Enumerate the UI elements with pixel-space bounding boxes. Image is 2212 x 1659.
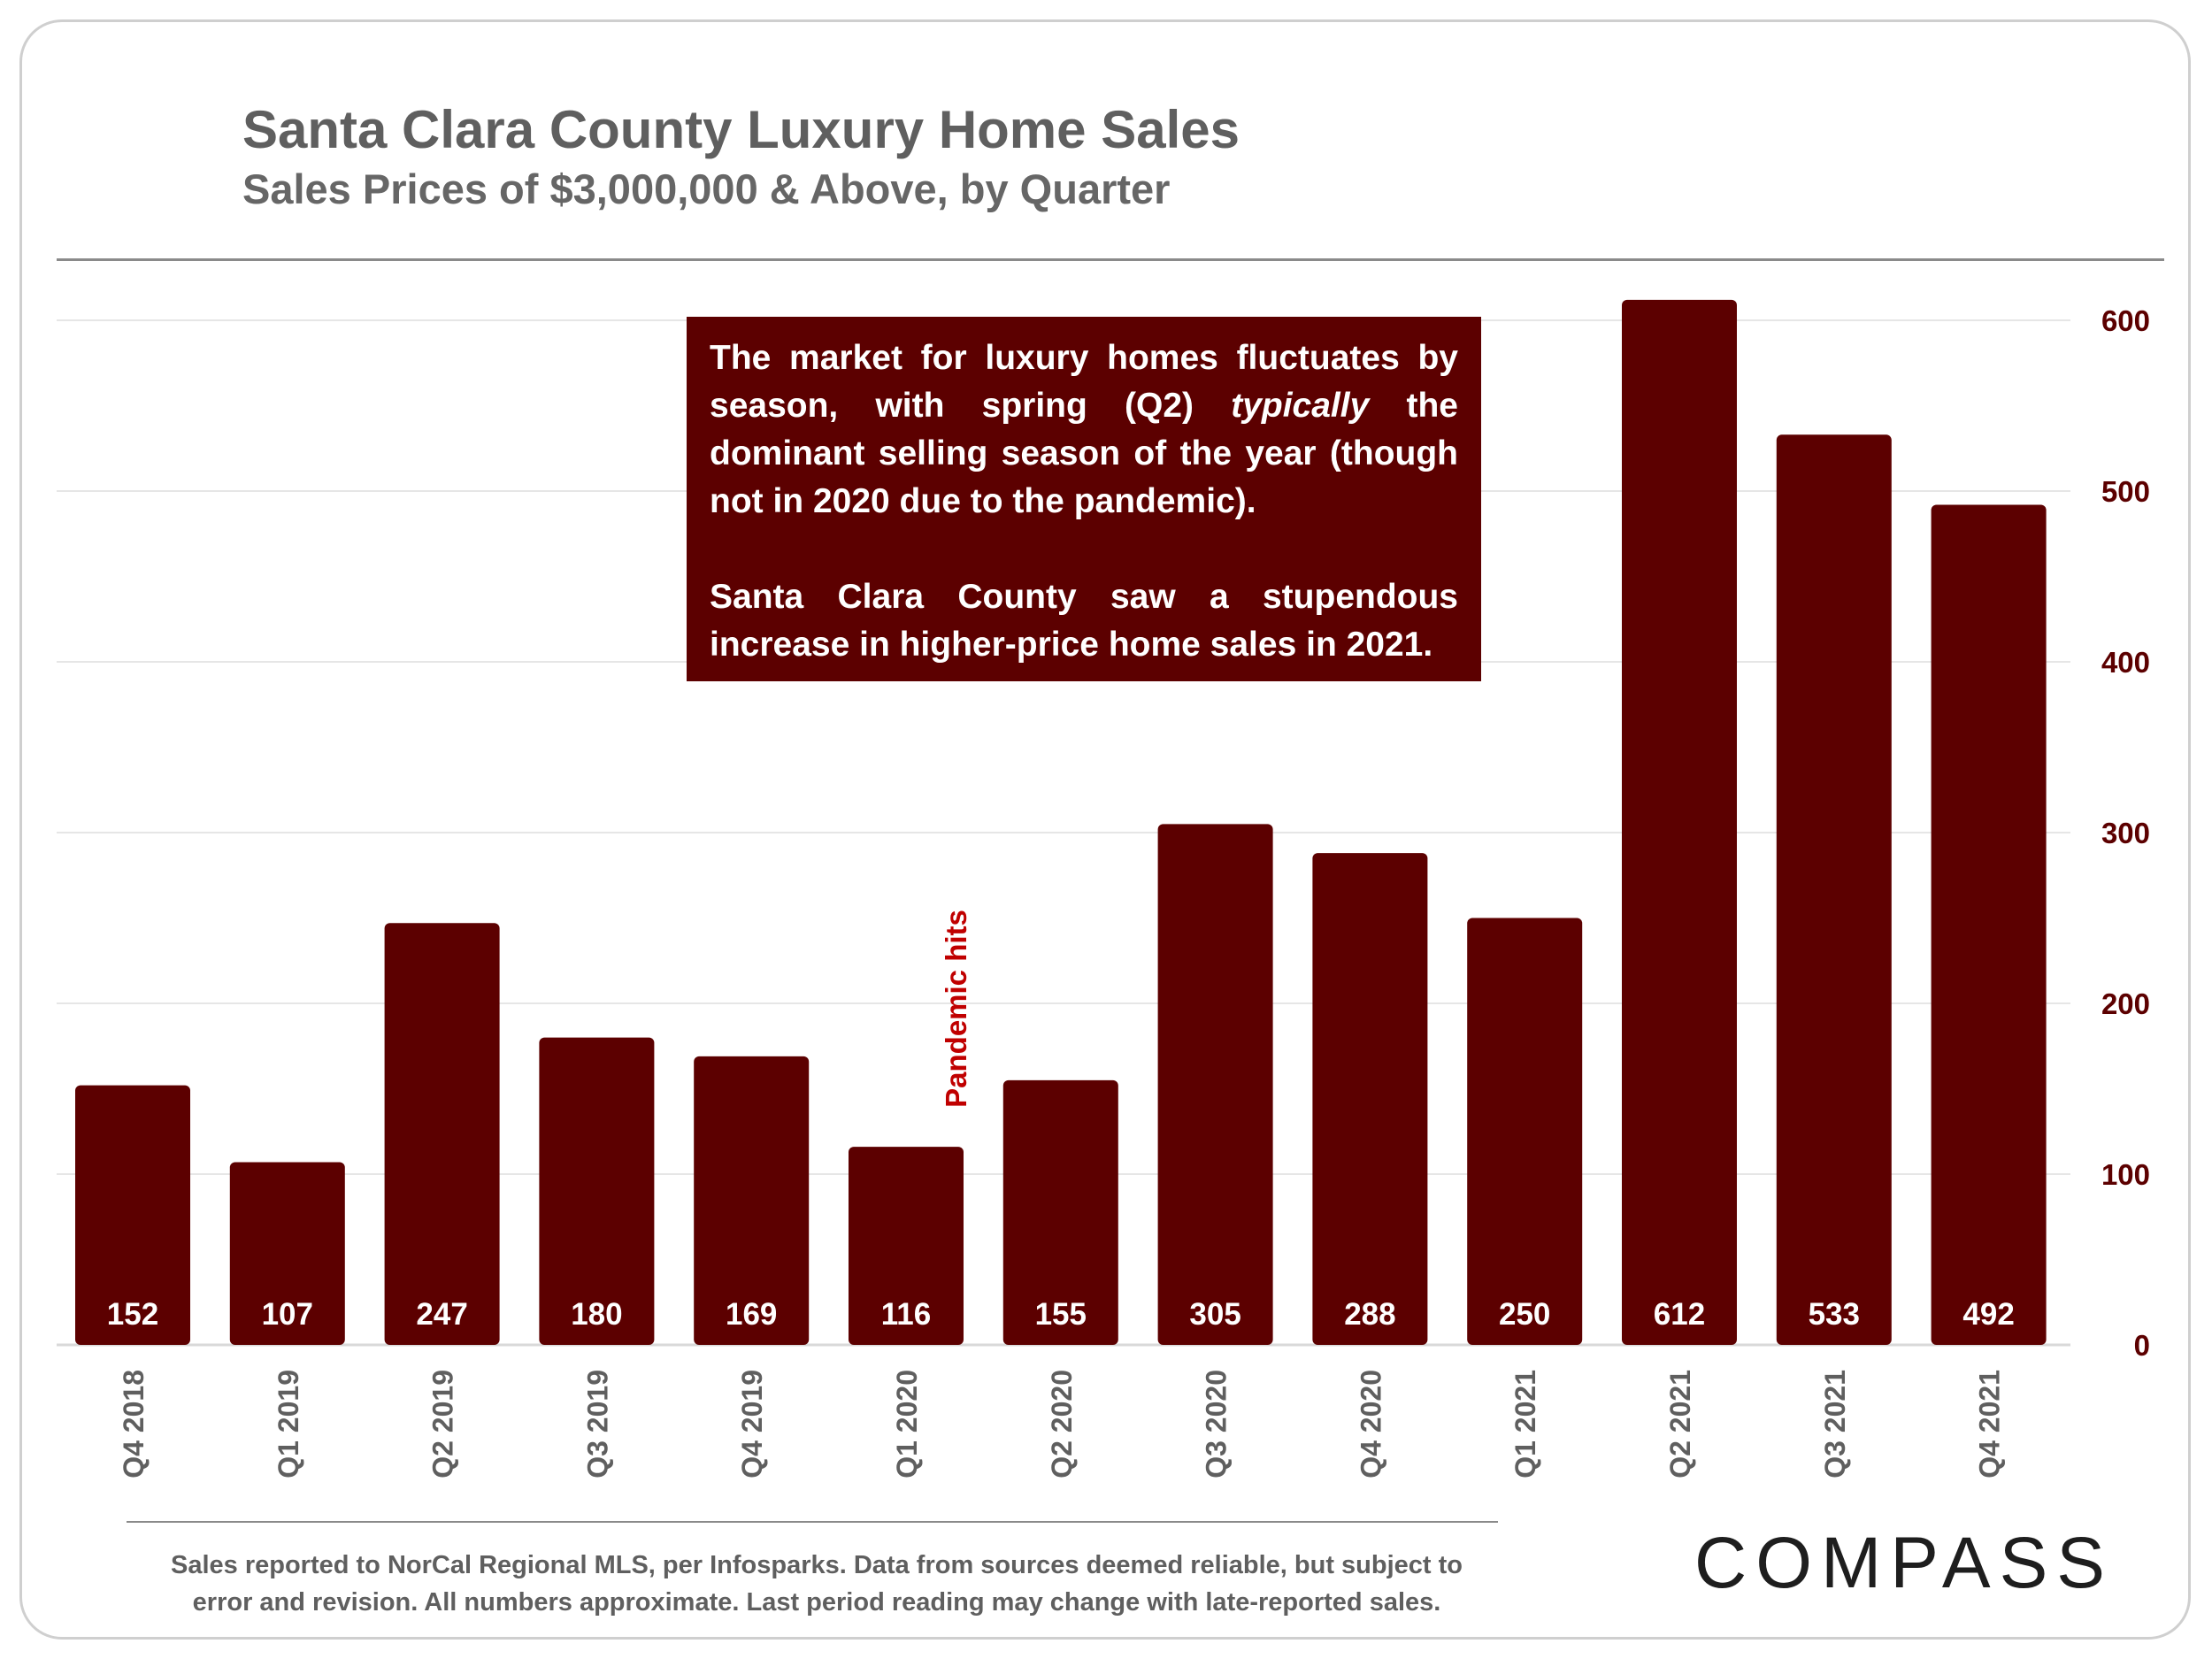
x-tick-label: Q4 2020 xyxy=(1355,1370,1386,1479)
bars xyxy=(75,299,2047,1346)
x-tick-label: Q4 2019 xyxy=(736,1370,768,1479)
y-tick-label: 200 xyxy=(2101,987,2150,1020)
bar xyxy=(1312,853,1428,1345)
bar xyxy=(384,923,500,1345)
bar xyxy=(694,1056,810,1345)
x-tick-label: Q4 2018 xyxy=(118,1370,150,1479)
bar xyxy=(229,1162,345,1345)
y-tick-label: 100 xyxy=(2101,1158,2150,1191)
x-tick-label: Q4 2021 xyxy=(1974,1370,2006,1479)
callout-box: The market for luxury homes fluctuates b… xyxy=(687,317,1481,681)
bar xyxy=(75,1085,190,1345)
bar-value-label: 247 xyxy=(416,1297,467,1332)
bar-value-label: 492 xyxy=(1962,1297,2014,1332)
chart-title: Santa Clara County Luxury Home Sales xyxy=(242,100,1240,159)
bar xyxy=(1002,1079,1118,1345)
footer-divider xyxy=(127,1521,1498,1523)
pandemic-annotation: Pandemic hits xyxy=(940,910,972,1108)
bar-value-label: 152 xyxy=(107,1297,158,1332)
bar xyxy=(849,1147,964,1345)
y-tick-label: 300 xyxy=(2101,817,2150,849)
y-tick-label: 0 xyxy=(2134,1329,2150,1362)
footnote-line-2: error and revision. All numbers approxim… xyxy=(192,1588,1441,1617)
value-labels: 152 107 247 180 169 116 155 305 288 250 612 533 492 xyxy=(107,1297,2015,1332)
bar-value-label: 116 xyxy=(881,1297,931,1332)
x-tick-label: Q1 2019 xyxy=(273,1370,304,1479)
y-tick-label: 600 xyxy=(2101,304,2150,337)
source-footnote: Sales reported to NorCal Regional MLS, p… xyxy=(127,1547,1507,1621)
x-axis-labels: Q4 2018 Q1 2019 Q2 2019 Q3 2019 Q4 2019 Q1 20… xyxy=(118,1370,2006,1479)
y-tick-label: 400 xyxy=(2101,646,2150,679)
y-axis-labels: 0 100 200 300 400 500 600 xyxy=(2101,304,2150,1362)
x-tick-label: Q3 2021 xyxy=(1819,1370,1851,1479)
bar xyxy=(539,1037,655,1345)
footnote-line-1: Sales reported to NorCal Regional MLS, p… xyxy=(170,1551,1463,1579)
callout-paragraph-1: The market for luxury homes fluctuates b… xyxy=(710,339,1459,520)
bar-value-label: 305 xyxy=(1189,1297,1240,1332)
chart-subtitle: Sales Prices of $3,000,000 & Above, by Q… xyxy=(242,165,1171,212)
x-tick-label: Q1 2020 xyxy=(891,1370,923,1479)
bar xyxy=(1467,918,1583,1345)
title-divider xyxy=(57,258,2164,261)
bar-value-label: 612 xyxy=(1654,1297,1705,1332)
compass-logo: COMPASS xyxy=(1694,1523,2114,1603)
callout-paragraph-2: Santa Clara County saw a stupendous incr… xyxy=(710,578,1458,664)
x-tick-label: Q2 2021 xyxy=(1664,1370,1696,1479)
bar-value-label: 180 xyxy=(571,1297,622,1332)
x-tick-label: Q3 2020 xyxy=(1201,1370,1233,1479)
x-tick-label: Q2 2020 xyxy=(1046,1370,1078,1479)
bar xyxy=(1931,504,2047,1345)
bar-value-label: 107 xyxy=(262,1297,313,1332)
bar-value-label: 169 xyxy=(726,1297,777,1332)
bar xyxy=(1776,434,1892,1345)
bar xyxy=(1157,824,1273,1345)
bar-value-label: 250 xyxy=(1499,1297,1550,1332)
x-tick-label: Q3 2019 xyxy=(581,1370,613,1479)
x-tick-label: Q2 2019 xyxy=(427,1370,459,1479)
bar xyxy=(1622,299,1737,1346)
x-tick-label: Q1 2021 xyxy=(1509,1370,1541,1479)
bar-value-label: 155 xyxy=(1035,1297,1087,1332)
bar-value-label: 288 xyxy=(1344,1297,1395,1332)
y-tick-label: 500 xyxy=(2101,475,2150,508)
bar-value-label: 533 xyxy=(1809,1297,1860,1332)
